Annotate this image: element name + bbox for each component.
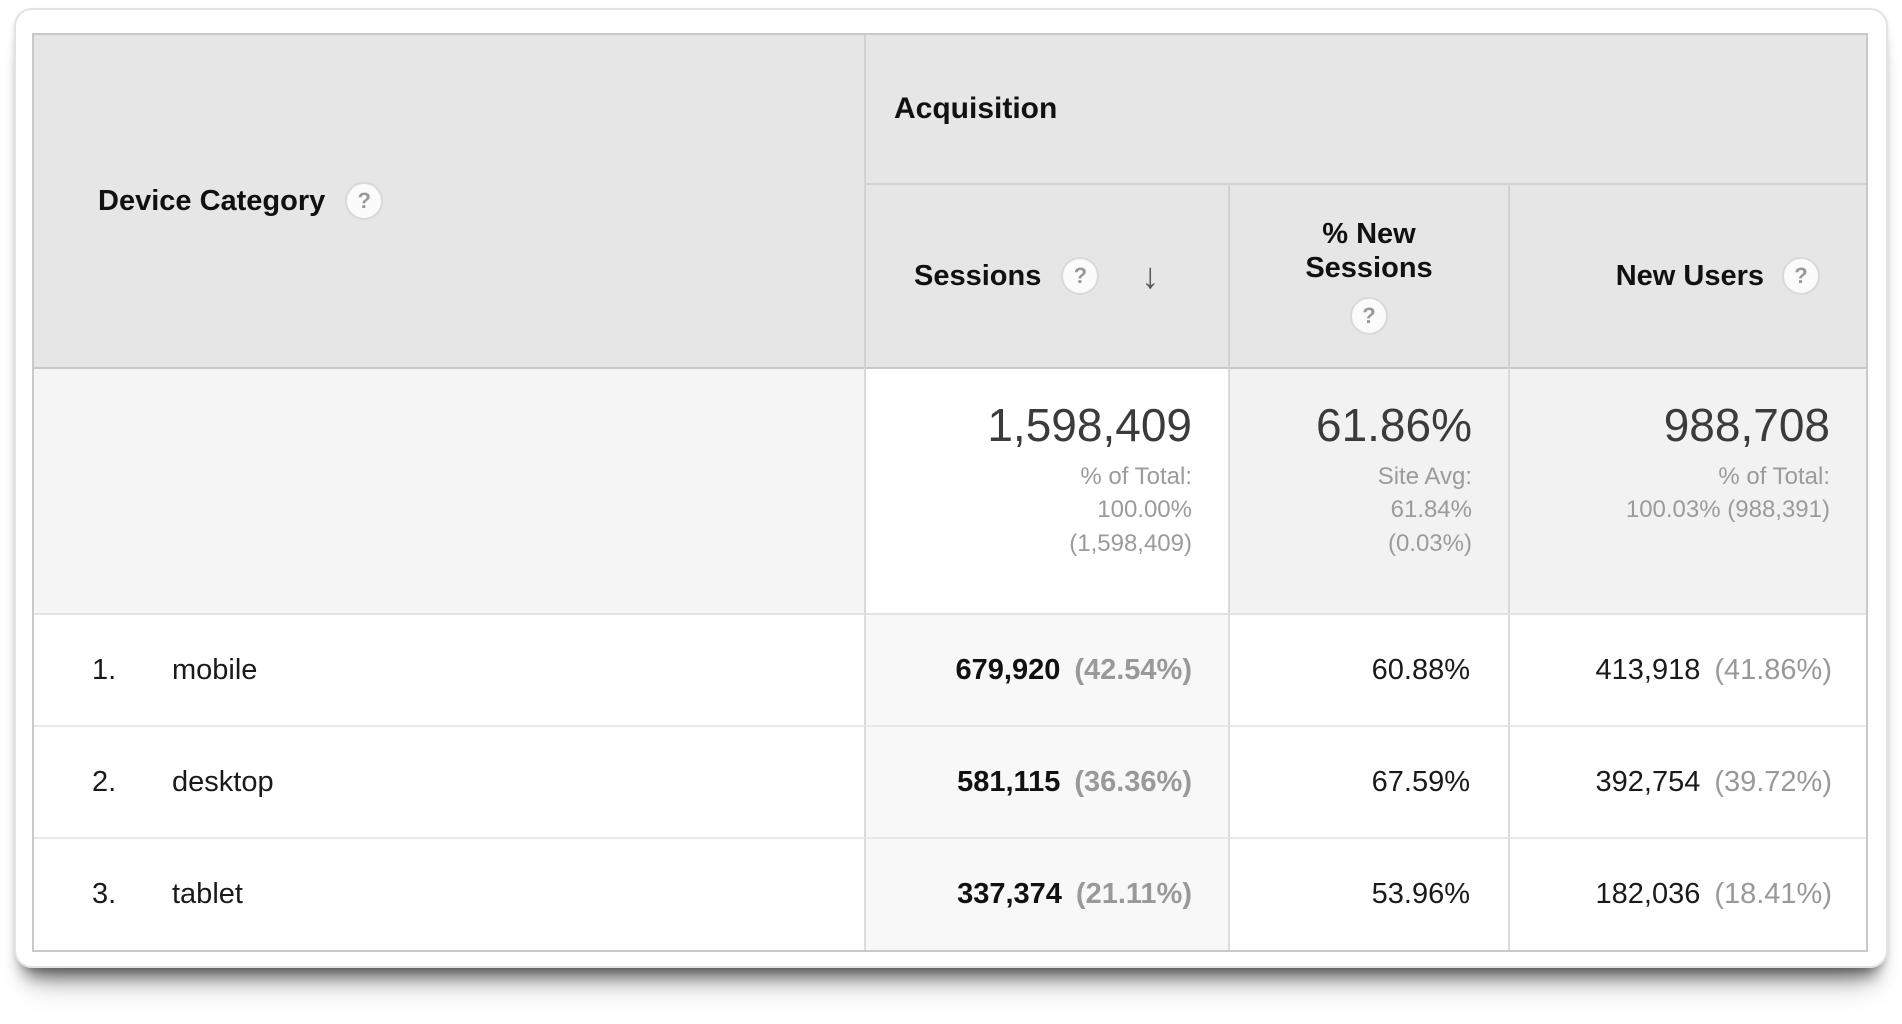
table-cell-sessions: 337,374 (21.11%) bbox=[864, 837, 1228, 950]
percent-new-sessions-value: 67.59% bbox=[1371, 765, 1470, 798]
new-users-header-label: New Users bbox=[1615, 259, 1764, 292]
device-category-link-mobile[interactable]: mobile bbox=[172, 653, 258, 686]
totals-sessions-cell: 1,598,409 % of Total: 100.00% (1,598,409… bbox=[864, 367, 1228, 613]
totals-sessions-sub-line: 100.00% bbox=[1097, 496, 1192, 524]
new-users-value: 413,918 bbox=[1595, 653, 1701, 686]
totals-percent-new-sessions-sub-line: (0.03%) bbox=[1387, 530, 1472, 558]
table-cell-new-users: 413,918 (41.86%) bbox=[1508, 613, 1866, 725]
group-header-acquisition: Acquisition bbox=[864, 35, 1866, 185]
sessions-percent: (36.36%) bbox=[1074, 765, 1192, 798]
sessions-value: 679,920 bbox=[955, 653, 1061, 686]
table-cell-new-users: 182,036 (18.41%) bbox=[1508, 837, 1866, 950]
table-cell-percent-new-sessions: 53.96% bbox=[1228, 837, 1508, 950]
table-row-dimension-mobile: 1. mobile bbox=[34, 613, 864, 725]
new-users-value: 392,754 bbox=[1595, 765, 1701, 798]
percent-new-sessions-header-label: % New Sessions bbox=[1305, 217, 1433, 284]
screenshot-frame: Device Category ? Acquisition Sessions ?… bbox=[14, 8, 1888, 968]
column-header-percent-new-sessions[interactable]: % New Sessions ? bbox=[1228, 185, 1508, 367]
totals-dimension-cell bbox=[34, 367, 864, 613]
help-icon[interactable]: ? bbox=[345, 182, 384, 220]
row-rank: 2. bbox=[92, 765, 117, 798]
totals-percent-new-sessions-value: 61.86% bbox=[1315, 399, 1472, 451]
totals-percent-new-sessions-sub-line: 61.84% bbox=[1390, 496, 1472, 524]
sessions-percent: (21.11%) bbox=[1075, 878, 1192, 910]
new-users-percent: (39.72%) bbox=[1714, 765, 1832, 798]
totals-sessions-sub-line: (1,598,409) bbox=[1069, 530, 1192, 558]
totals-sessions-subtext: % of Total: 100.00% (1,598,409) bbox=[886, 460, 1192, 561]
totals-percent-new-sessions-subtext: Site Avg: 61.84% (0.03%) bbox=[1250, 460, 1472, 561]
device-category-link-desktop[interactable]: desktop bbox=[172, 765, 274, 798]
new-users-percent: (18.41%) bbox=[1714, 878, 1832, 910]
help-icon[interactable]: ? bbox=[1350, 297, 1388, 336]
row-rank: 1. bbox=[92, 653, 117, 686]
table-cell-percent-new-sessions: 67.59% bbox=[1228, 725, 1508, 837]
percent-new-sessions-value: 53.96% bbox=[1371, 878, 1470, 910]
sessions-header-label: Sessions bbox=[914, 259, 1042, 292]
table-cell-percent-new-sessions: 60.88% bbox=[1228, 613, 1508, 725]
new-users-percent: (41.86%) bbox=[1714, 653, 1832, 686]
sessions-percent: (42.54%) bbox=[1074, 653, 1192, 686]
table-row-dimension-tablet: 3. tablet bbox=[34, 837, 864, 950]
column-header-sessions[interactable]: Sessions ? ↓ bbox=[864, 185, 1228, 367]
totals-sessions-sub-line: % of Total: bbox=[1080, 462, 1192, 490]
sessions-value: 337,374 bbox=[957, 878, 1062, 910]
help-icon[interactable]: ? bbox=[1061, 257, 1100, 295]
totals-new-users-sub-line: 100.03% (988,391) bbox=[1625, 496, 1830, 524]
device-category-link-tablet[interactable]: tablet bbox=[172, 878, 243, 910]
column-header-device-category[interactable]: Device Category ? bbox=[34, 35, 864, 367]
table-cell-sessions: 679,920 (42.54%) bbox=[864, 613, 1228, 725]
device-category-header-label: Device Category bbox=[98, 184, 326, 217]
totals-new-users-value: 988,708 bbox=[1663, 399, 1830, 451]
totals-percent-new-sessions-cell: 61.86% Site Avg: 61.84% (0.03%) bbox=[1228, 367, 1508, 613]
column-header-new-users[interactable]: New Users ? bbox=[1508, 185, 1866, 367]
totals-new-users-subtext: % of Total: 100.03% (988,391) bbox=[1530, 460, 1830, 527]
table-row-dimension-desktop: 2. desktop bbox=[34, 725, 864, 837]
totals-percent-new-sessions-sub-line: Site Avg: bbox=[1377, 462, 1472, 490]
acquisition-header-label: Acquisition bbox=[894, 92, 1058, 125]
sessions-value: 581,115 bbox=[957, 765, 1061, 798]
new-users-value: 182,036 bbox=[1595, 878, 1701, 910]
sort-descending-icon: ↓ bbox=[1141, 255, 1160, 296]
table-cell-sessions: 581,115 (36.36%) bbox=[864, 725, 1228, 837]
table-cell-new-users: 392,754 (39.72%) bbox=[1508, 725, 1866, 837]
totals-sessions-value: 1,598,409 bbox=[987, 399, 1192, 451]
percent-new-sessions-value: 60.88% bbox=[1371, 653, 1470, 686]
row-rank: 3. bbox=[92, 878, 117, 910]
totals-new-users-sub-line: % of Total: bbox=[1718, 462, 1830, 490]
totals-new-users-cell: 988,708 % of Total: 100.03% (988,391) bbox=[1508, 367, 1866, 613]
analytics-table: Device Category ? Acquisition Sessions ?… bbox=[32, 33, 1868, 952]
help-icon[interactable]: ? bbox=[1782, 257, 1820, 295]
